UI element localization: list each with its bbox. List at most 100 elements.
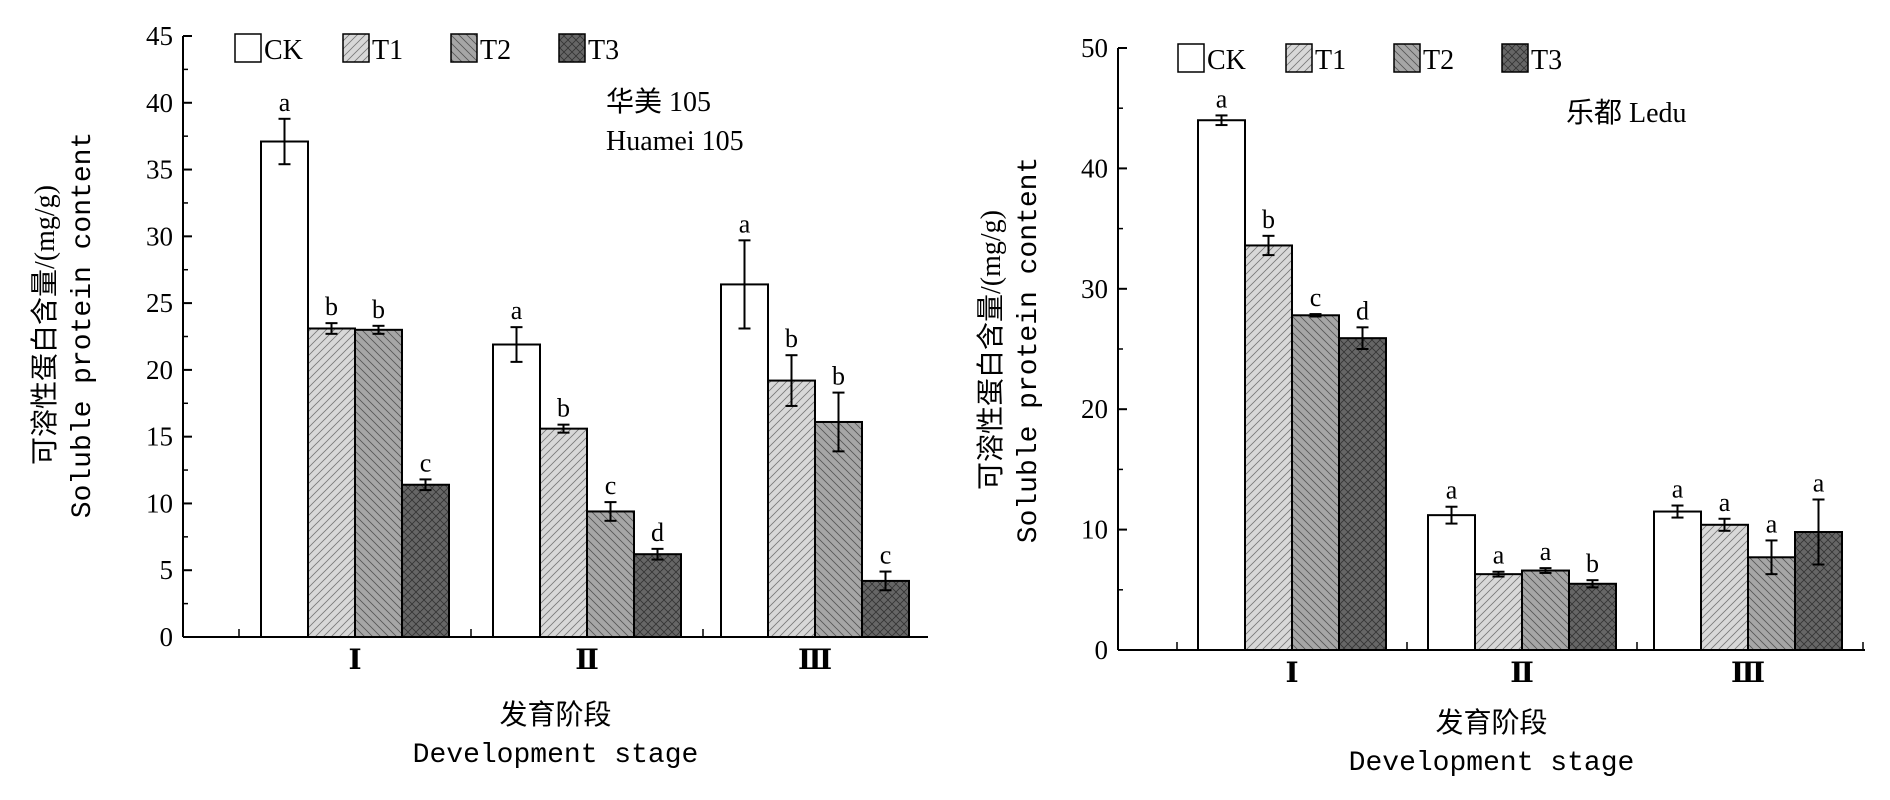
y-tick-label: 20 [146,355,173,385]
bar-hatch [1569,583,1616,650]
significance-letter: a [279,88,291,117]
significance-letter: a [1540,537,1552,566]
legend-label: T3 [1531,45,1562,76]
significance-letter: b [372,295,385,324]
legend-label: T2 [480,35,511,66]
bar-ck [1428,515,1475,650]
y-tick-label: 0 [1095,635,1109,665]
bar-ck [261,141,308,637]
x-tick-label: Ⅲ [798,645,832,676]
legend-swatch-hatch [451,34,477,62]
significance-letter: a [1216,84,1228,113]
y-tick-label: 40 [1081,153,1108,183]
significance-letter: b [785,324,798,353]
bar-hatch [815,421,862,637]
legend-label: T3 [588,35,619,66]
significance-letter: a [1672,475,1684,504]
bar-hatch [1292,315,1339,650]
bar-hatch [587,511,634,637]
x-tick-label: Ⅰ [1285,658,1298,689]
legend-swatch-outline [450,33,478,63]
significance-letter: c [605,471,617,500]
significance-letter: a [1719,488,1731,517]
legend-swatch-outline [342,33,370,63]
legend-swatch-ck [1178,44,1204,72]
legend-swatch-hatch [1502,44,1528,72]
bar-hatch [1475,574,1522,650]
significance-letter: a [1813,469,1825,498]
legend-swatch-outline [1285,43,1313,73]
legend-label: CK [264,35,303,66]
y-tick-label: 45 [146,21,173,51]
bar-ck [1654,511,1701,650]
legend-swatch-outline [558,33,586,63]
variety-label: 乐都 Ledu [1566,98,1687,129]
bar-hatch [768,380,815,637]
x-axis-title: Development stage [413,740,699,771]
bar-ck [1198,120,1245,651]
y-tick-label: 50 [1081,33,1108,63]
y-tick-label: 35 [146,155,173,185]
significance-letter: a [739,209,751,238]
bar-hatch [355,329,402,637]
bar-hatch [1339,338,1386,650]
significance-letter: a [1493,541,1505,570]
legend-swatch-outline [234,33,262,63]
significance-letter: c [880,541,892,570]
legend-label: T1 [372,35,403,66]
significance-letter: a [511,296,523,325]
x-tick-label: Ⅲ [1731,658,1765,689]
y-tick-label: 30 [146,221,173,251]
significance-letter: c [1310,283,1322,312]
significance-letter: d [1356,296,1369,325]
legend-swatch-hatch [559,34,585,62]
bar-hatch [540,428,587,637]
y-tick-label: 10 [1081,515,1108,545]
significance-letter: b [1586,549,1599,578]
y-tick-label: 40 [146,88,173,118]
y-tick-label: 10 [146,488,173,518]
bar-hatch [1245,245,1292,650]
bar-hatch [402,484,449,637]
y-tick-label: 0 [160,622,174,652]
y-tick-label: 15 [146,422,173,452]
significance-letter: a [1766,509,1778,538]
legend-swatch-hatch [343,34,369,62]
y-axis-title: Soluble protein content [68,132,99,518]
variety-label-en: Huamei 105 [606,126,744,157]
significance-letter: d [651,518,664,547]
variety-label: 华美 105 [606,86,711,118]
x-tick-label: Ⅱ [1510,658,1534,689]
legend-swatch-ck [235,34,261,62]
y-tick-label: 20 [1081,394,1108,424]
x-axis-title-cn: 发育阶段 [499,699,611,731]
significance-letter: b [557,394,570,423]
y-axis-title: Soluble protein content [1014,157,1045,543]
x-tick-label: Ⅱ [575,645,599,676]
y-tick-label: 25 [146,288,173,318]
y-axis-title-cn: 可溶性蛋白含量/(mg/g) [29,185,61,465]
bar-hatch [1701,524,1748,650]
x-axis-title-cn: 发育阶段 [1435,707,1547,739]
significance-letter: b [325,292,338,321]
y-tick-label: 30 [1081,274,1108,304]
significance-letter: c [420,448,432,477]
significance-letter: b [1262,205,1275,234]
legend-swatch-hatch [1394,44,1420,72]
significance-letter: a [1446,476,1458,505]
bar-hatch [634,554,681,637]
legend-swatch-hatch [1286,44,1312,72]
bar-hatch [1522,570,1569,650]
legend-swatch-outline [1393,43,1421,73]
x-axis-title: Development stage [1349,748,1635,779]
legend-label: T1 [1315,45,1346,76]
bar-ck [721,284,768,637]
x-tick-label: Ⅰ [348,645,361,676]
bar-hatch [308,328,355,637]
y-axis-title-cn: 可溶性蛋白含量/(mg/g) [975,210,1007,490]
legend-label: T2 [1423,45,1454,76]
bar-ck [493,344,540,637]
legend-label: CK [1207,45,1246,76]
